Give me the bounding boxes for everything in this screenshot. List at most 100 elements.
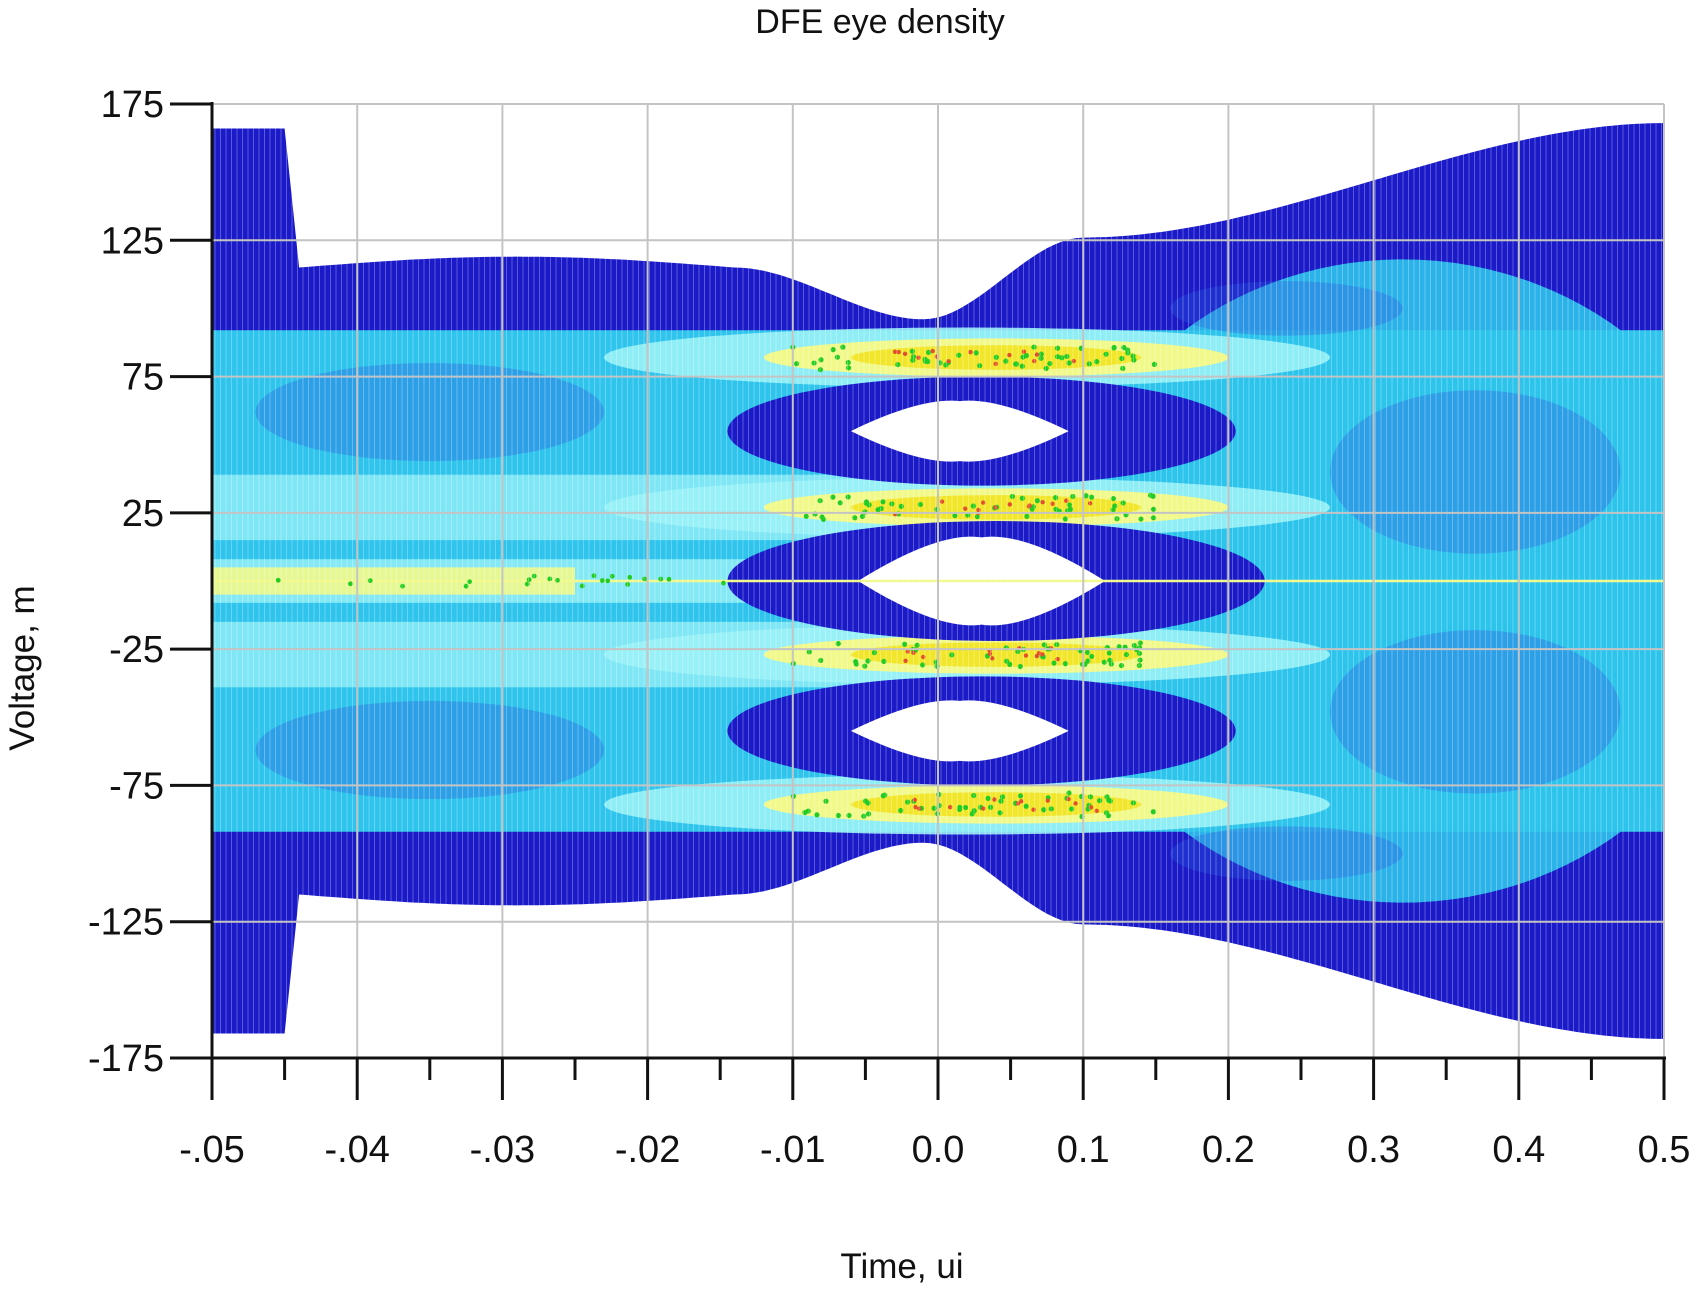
density-speck <box>846 812 852 819</box>
density-speck <box>609 573 615 579</box>
density-speck-peak <box>921 654 926 660</box>
density-speck-peak <box>1015 801 1021 806</box>
density-speck <box>1062 516 1068 522</box>
density-speck <box>997 810 1003 816</box>
density-speck <box>866 502 872 508</box>
mottle-region <box>1330 630 1621 794</box>
density-speck <box>999 794 1006 800</box>
density-speck <box>1066 360 1072 366</box>
density-speck <box>917 501 923 508</box>
density-speck-peak <box>981 500 986 505</box>
density-speck <box>1101 659 1107 665</box>
density-speck <box>895 361 901 368</box>
density-speck <box>1083 493 1089 499</box>
density-speck <box>1020 354 1026 360</box>
x-tick-label: -.04 <box>324 1129 389 1171</box>
density-speck <box>818 357 824 363</box>
density-speck-peak <box>1031 807 1036 812</box>
density-speck <box>1009 493 1016 500</box>
density-speck <box>1110 495 1116 502</box>
density-speck <box>1125 350 1131 356</box>
density-speck-peak <box>1023 653 1029 658</box>
density-speck <box>579 583 585 589</box>
x-tick-label: -.05 <box>179 1129 244 1171</box>
density-plot <box>212 104 1664 1058</box>
density-speck <box>834 354 840 360</box>
density-speck <box>880 499 886 505</box>
density-speck-peak <box>946 359 951 364</box>
density-speck <box>555 577 560 583</box>
density-speck <box>1041 642 1047 648</box>
density-speck <box>463 583 469 589</box>
density-speck <box>1120 365 1126 372</box>
density-speck <box>859 513 866 519</box>
density-speck <box>805 808 811 814</box>
density-speck <box>931 805 937 811</box>
density-speck <box>1136 650 1143 657</box>
density-speck <box>820 516 827 523</box>
density-speck <box>524 581 530 587</box>
density-speck <box>1137 640 1143 646</box>
density-speck-peak <box>1071 358 1076 364</box>
density-speck <box>1051 660 1057 666</box>
y-tick-label: 25 <box>122 493 164 535</box>
density-speck <box>878 505 884 512</box>
density-speck <box>963 804 969 811</box>
density-speck <box>1118 662 1125 669</box>
density-speck-peak <box>981 806 986 811</box>
density-speck <box>823 798 829 804</box>
density-speck <box>1088 653 1095 660</box>
density-speck <box>1121 344 1127 351</box>
density-speck <box>835 812 841 819</box>
density-speck <box>881 658 887 664</box>
density-speck <box>814 812 820 818</box>
x-tick-label: 0.4 <box>1492 1129 1545 1171</box>
density-speck <box>861 813 867 819</box>
density-speck <box>1084 649 1091 655</box>
density-speck-peak <box>1040 499 1045 505</box>
density-speck-peak <box>902 351 908 357</box>
x-tick-label: 0.5 <box>1638 1129 1691 1171</box>
density-speck <box>970 503 976 509</box>
density-speck-peak <box>976 507 981 513</box>
density-speck <box>1043 365 1049 372</box>
density-speck <box>1031 344 1037 350</box>
density-speck <box>1048 806 1054 812</box>
density-speck <box>1023 803 1029 809</box>
density-speck <box>1007 661 1013 668</box>
density-speck <box>1103 351 1109 357</box>
density-speck <box>1123 651 1130 658</box>
density-speck <box>720 580 726 586</box>
density-speck-peak <box>911 650 916 656</box>
y-tick-label: -75 <box>109 765 164 807</box>
density-speck <box>526 577 532 583</box>
density-speck <box>956 352 962 358</box>
density-speck <box>1137 657 1143 663</box>
x-tick-label: -.02 <box>615 1129 680 1171</box>
density-speck <box>910 357 916 363</box>
density-speck <box>1130 800 1136 806</box>
density-speck <box>1114 516 1120 522</box>
density-speck <box>625 582 631 587</box>
density-speck <box>794 361 800 367</box>
density-speck-peak <box>913 804 918 810</box>
density-speck <box>898 503 904 509</box>
density-speck <box>658 576 664 582</box>
density-speck <box>1003 358 1009 364</box>
density-speck <box>1131 642 1137 649</box>
density-speck <box>666 576 672 582</box>
density-speck <box>1024 513 1030 519</box>
x-tick-label: 0.1 <box>1057 1129 1110 1171</box>
density-speck <box>1053 506 1059 512</box>
density-speck-peak <box>1021 349 1027 354</box>
density-speck <box>275 577 281 583</box>
x-axis-label: Time, ui <box>840 1247 963 1286</box>
density-speck <box>993 354 999 360</box>
density-speck <box>467 579 472 585</box>
density-speck <box>1054 345 1061 351</box>
density-speck <box>830 347 836 353</box>
density-speck-peak <box>990 656 995 661</box>
density-speck <box>1151 506 1157 512</box>
density-speck-peak <box>896 349 901 355</box>
